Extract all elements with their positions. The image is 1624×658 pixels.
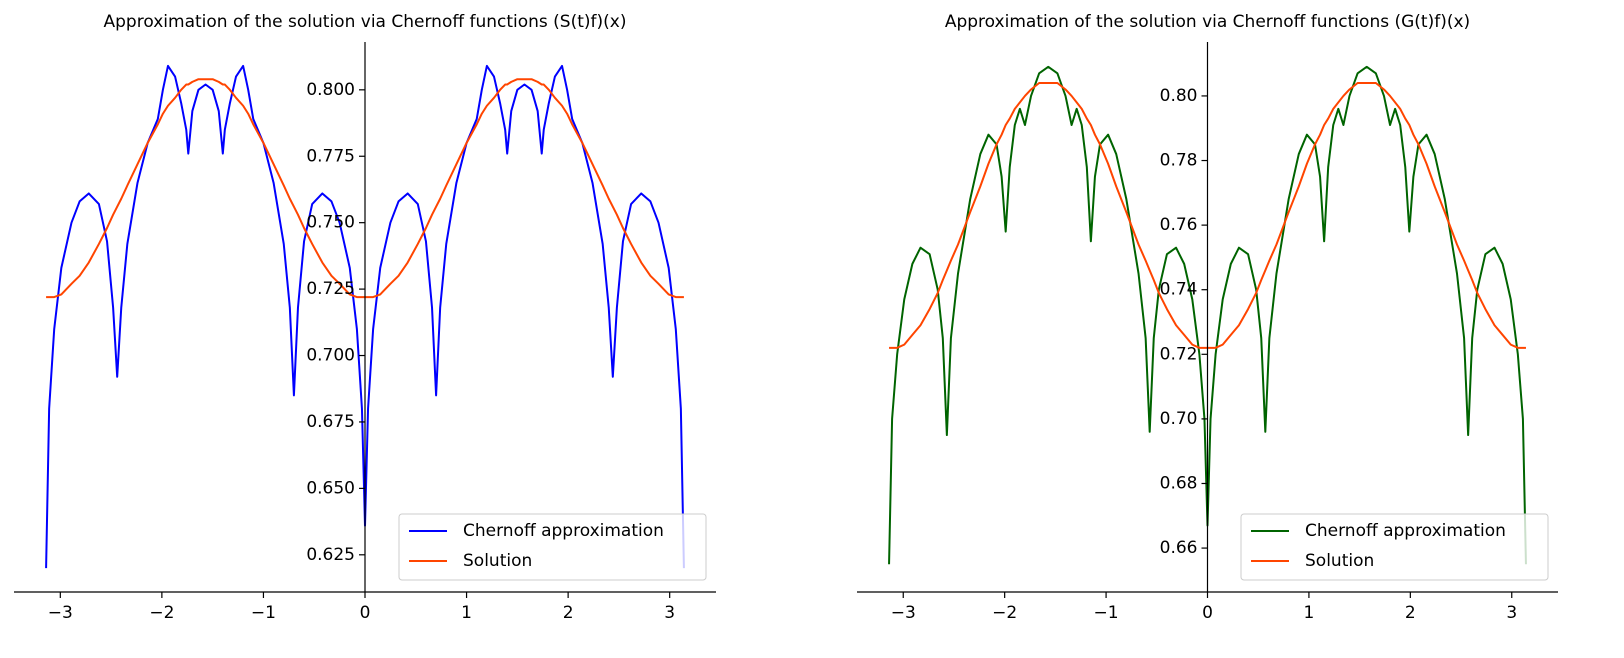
legend-label: Chernoff approximation [1305,521,1506,541]
y-tick-label: 0.78 [1160,151,1198,171]
y-tick-label: 0.675 [306,412,355,432]
y-tick-label: 0.725 [306,279,355,299]
legend: Chernoff approximation Solution [398,513,707,581]
legend-label: Chernoff approximation [463,521,664,541]
x-tick-label: 1 [1304,603,1315,623]
x-tick-label: 1 [461,603,472,623]
y-tick-label: 0.650 [306,478,355,498]
x-tick-label: 0 [1202,603,1213,623]
legend-box [1240,513,1549,581]
y-tick-label: 0.750 [306,213,355,233]
legend: Chernoff approximation Solution [1240,513,1549,581]
chart-title: Approximation of the solution via Cherno… [104,12,627,32]
y-tick-label: 0.74 [1160,280,1198,300]
y-tick-label: 0.68 [1160,473,1198,493]
x-tick-label: −2 [992,603,1017,623]
y-tick-label: 0.72 [1160,344,1198,364]
x-tick-label: 0 [360,603,371,623]
legend-label: Solution [463,551,532,571]
chart-title: Approximation of the solution via Cherno… [945,12,1470,32]
x-tick-label: 3 [664,603,675,623]
y-tick-label: 0.76 [1160,215,1198,235]
y-tick-label: 0.80 [1160,86,1198,106]
x-tick-label: 3 [1506,603,1517,623]
x-tick-label: −1 [1094,603,1119,623]
y-tick-label: 0.800 [306,80,355,100]
x-tick-label: −1 [251,603,276,623]
y-tick-label: 0.625 [306,545,355,565]
x-tick-label: 2 [1405,603,1416,623]
x-tick-label: 2 [563,603,574,623]
y-tick-label: 0.66 [1160,538,1198,558]
x-tick-label: −2 [149,603,174,623]
x-tick-label: −3 [48,603,73,623]
legend-box [398,513,707,581]
y-tick-label: 0.700 [306,346,355,366]
y-tick-label: 0.775 [306,146,355,166]
y-tick-label: 0.70 [1160,409,1198,429]
x-tick-label: −3 [891,603,916,623]
legend-label: Solution [1305,551,1374,571]
